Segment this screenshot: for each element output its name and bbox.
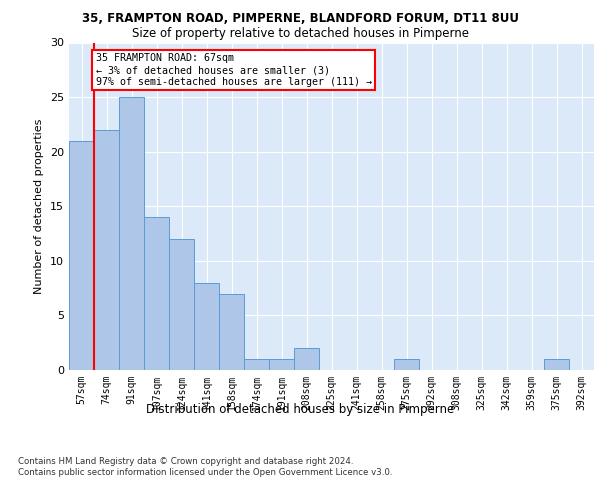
Bar <box>544 359 569 370</box>
Bar <box>194 282 219 370</box>
Bar <box>394 359 419 370</box>
Bar <box>94 130 119 370</box>
Bar <box>269 359 294 370</box>
Bar <box>244 359 269 370</box>
Bar <box>294 348 319 370</box>
Text: Contains HM Land Registry data © Crown copyright and database right 2024.
Contai: Contains HM Land Registry data © Crown c… <box>18 458 392 477</box>
Y-axis label: Number of detached properties: Number of detached properties <box>34 118 44 294</box>
Bar <box>219 294 244 370</box>
Bar <box>69 141 94 370</box>
Bar <box>169 239 194 370</box>
Text: Distribution of detached houses by size in Pimperne: Distribution of detached houses by size … <box>146 402 454 415</box>
Bar <box>144 217 169 370</box>
Text: 35, FRAMPTON ROAD, PIMPERNE, BLANDFORD FORUM, DT11 8UU: 35, FRAMPTON ROAD, PIMPERNE, BLANDFORD F… <box>82 12 518 26</box>
Bar <box>119 97 144 370</box>
Text: Size of property relative to detached houses in Pimperne: Size of property relative to detached ho… <box>131 28 469 40</box>
Text: 35 FRAMPTON ROAD: 67sqm
← 3% of detached houses are smaller (3)
97% of semi-deta: 35 FRAMPTON ROAD: 67sqm ← 3% of detached… <box>95 54 371 86</box>
